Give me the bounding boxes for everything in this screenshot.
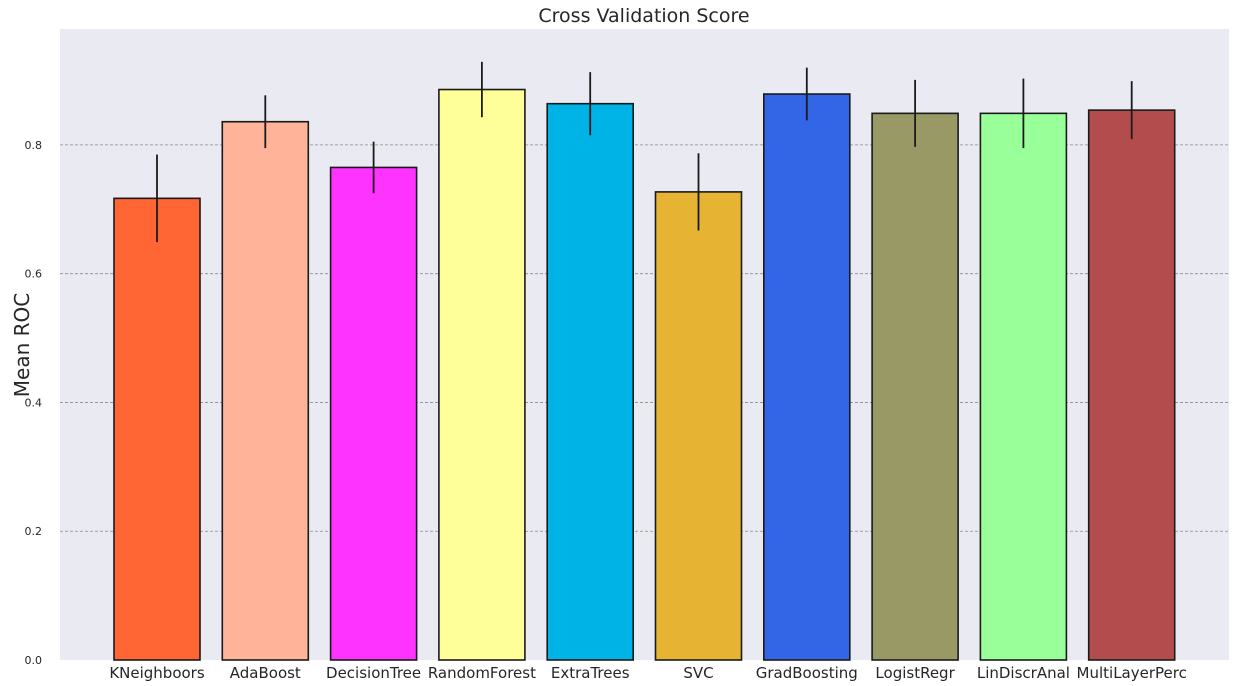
- chart-title: Cross Validation Score: [538, 5, 749, 27]
- y-tick-label: 0.4: [25, 396, 43, 409]
- x-tick-label: AdaBoost: [230, 664, 301, 682]
- error-bars: [156, 61, 1133, 243]
- bar-multilayerperc: [1087, 109, 1176, 661]
- bar-logistregr: [871, 112, 959, 661]
- x-tick-labels: KNeighboors AdaBoost DecisionTree RandomFor…: [109, 664, 1187, 682]
- x-tick-label: KNeighboors: [109, 664, 205, 682]
- bar-decisiontree: [329, 166, 418, 661]
- bars: [113, 88, 1176, 661]
- bar-lindiscranal: [979, 112, 1068, 661]
- bar-extratrees: [546, 102, 635, 661]
- y-tick-label: 0.8: [25, 139, 43, 152]
- x-tick-label: MultiLayerPerc: [1077, 664, 1187, 682]
- y-axis-label: Mean ROC: [10, 293, 34, 397]
- x-tick-label: SVC: [683, 664, 713, 682]
- x-tick-label: LinDiscrAnal: [977, 664, 1070, 682]
- x-tick-label: DecisionTree: [326, 664, 421, 682]
- bar-svc: [654, 191, 743, 661]
- x-tick-label: ExtraTrees: [551, 664, 630, 682]
- x-tick-label: GradBoosting: [756, 664, 858, 682]
- bar-adaboost: [221, 120, 310, 661]
- y-tick-label: 0.0: [25, 654, 43, 667]
- y-tick-labels: 0.0 0.2 0.4 0.6 0.8: [25, 139, 43, 667]
- x-tick-label: LogistRegr: [875, 664, 955, 682]
- bar-kneighboors: [113, 197, 201, 661]
- y-tick-label: 0.6: [25, 268, 43, 281]
- x-tick-label: RandomForest: [428, 664, 536, 682]
- bar-randomforest: [438, 88, 526, 661]
- y-tick-label: 0.2: [25, 525, 43, 538]
- bar-gradboosting: [762, 93, 851, 661]
